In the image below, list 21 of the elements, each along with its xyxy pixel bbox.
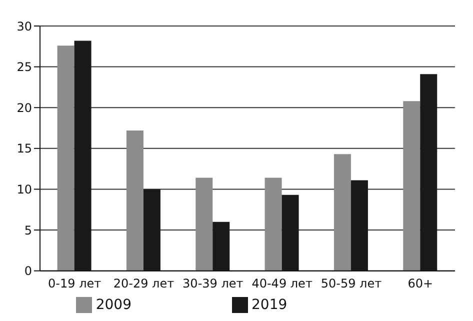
- bar: [334, 154, 351, 271]
- x-tick-label: 40-49 лет: [252, 276, 312, 290]
- y-tick-label: 0: [24, 264, 32, 278]
- y-tick-label: 15: [16, 142, 32, 156]
- y-tick-label: 5: [24, 223, 32, 238]
- y-tick-label: 10: [16, 182, 32, 196]
- y-tick-label: 25: [16, 60, 32, 74]
- legend-label: 2019: [252, 296, 288, 313]
- bar: [196, 178, 213, 271]
- x-tick-label: 50-59 лет: [320, 276, 382, 290]
- x-tick-label: 30-39 лет: [182, 276, 244, 290]
- bar: [403, 101, 420, 271]
- x-tick-label: 0-19 лет: [48, 276, 102, 290]
- x-tick-label: 60+: [408, 276, 434, 290]
- bar: [126, 130, 144, 271]
- y-tick-label: 30: [16, 19, 32, 34]
- x-tick-label: 20-29 лет: [113, 276, 174, 290]
- y-tick-label: 20: [16, 100, 32, 115]
- bar: [264, 178, 282, 271]
- legend-label: 2009: [96, 296, 132, 313]
- bar: [57, 46, 74, 271]
